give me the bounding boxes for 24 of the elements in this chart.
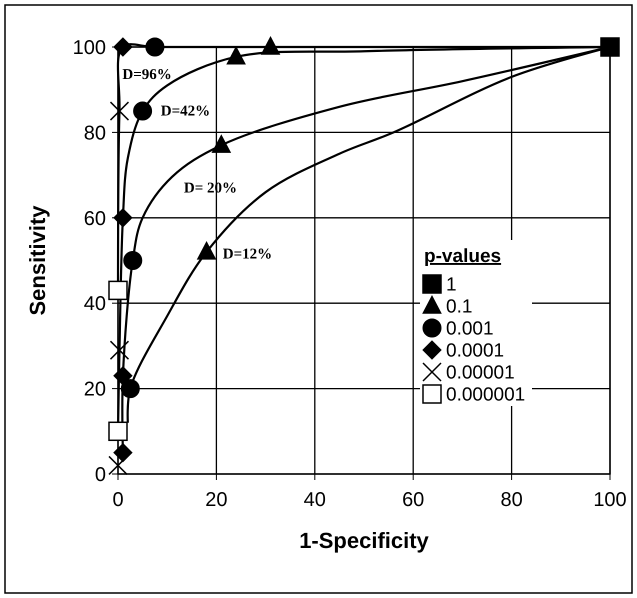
x-tick-label: 100 [593, 489, 627, 511]
x-tick-label: 40 [304, 489, 326, 511]
legend-label: 0.001 [446, 318, 494, 340]
x-tick-label: 60 [402, 489, 424, 511]
annotation: D=96% [122, 66, 172, 83]
x-tick-label: 20 [205, 489, 228, 511]
annotation: D=42% [160, 104, 210, 120]
x-tick-label: 0 [112, 489, 124, 511]
legend-label: 0.0001 [446, 340, 504, 362]
y-tick-label: 100 [72, 37, 106, 59]
x-tick-label: 80 [500, 489, 523, 511]
legend-label: 1 [446, 274, 457, 296]
legend-label: 0.1 [446, 296, 472, 318]
y-tick-label: 80 [84, 122, 106, 144]
legend-label: 0.000001 [446, 384, 526, 406]
annotation: D=12% [222, 246, 272, 263]
x-axis-title: 1-Specificity [299, 528, 430, 553]
y-tick-label: 20 [84, 378, 106, 401]
y-tick-label: 40 [84, 293, 106, 316]
legend-title: p-values [424, 246, 502, 267]
y-axis-title: Sensitivity [25, 204, 50, 316]
y-tick-label: 60 [84, 208, 106, 230]
y-tick-label: 0 [94, 464, 106, 486]
legend-label: 0.00001 [446, 362, 515, 384]
